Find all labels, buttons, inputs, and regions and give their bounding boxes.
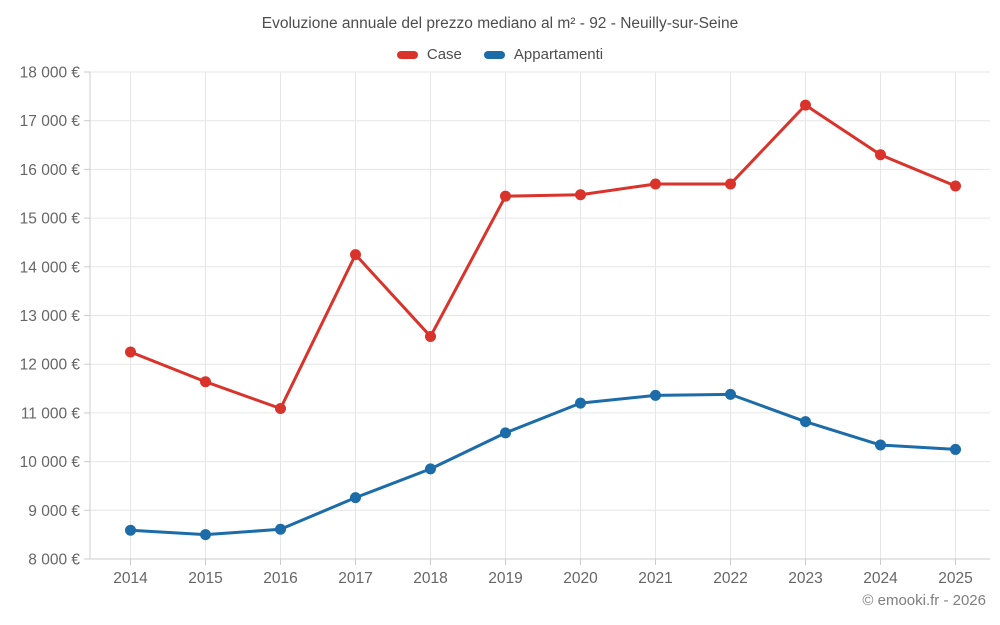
- legend-label-case: Case: [426, 46, 462, 63]
- data-point-appartamenti-2015[interactable]: [200, 529, 211, 541]
- data-point-appartamenti-2025[interactable]: [950, 443, 961, 455]
- data-point-case-2018[interactable]: [425, 330, 436, 342]
- x-tick-label: 2022: [713, 570, 747, 587]
- x-tick-label: 2015: [188, 570, 222, 587]
- x-tick-label: 2014: [113, 570, 148, 587]
- data-point-appartamenti-2021[interactable]: [650, 389, 661, 401]
- data-point-appartamenti-2017[interactable]: [350, 492, 361, 504]
- y-tick-label: 10 000 €: [20, 454, 81, 471]
- data-point-case-2016[interactable]: [275, 403, 286, 415]
- data-point-appartamenti-2019[interactable]: [500, 427, 511, 439]
- x-tick-label: 2023: [788, 570, 822, 587]
- data-point-appartamenti-2022[interactable]: [725, 388, 736, 400]
- y-tick-label: 11 000 €: [21, 405, 81, 422]
- chart-legend: Case Appartamenti: [0, 46, 1000, 63]
- tick-marks: [84, 71, 956, 565]
- data-point-case-2019[interactable]: [500, 190, 511, 202]
- legend-label-appartamenti: Appartamenti: [513, 46, 604, 63]
- series-appartamenti: [125, 388, 961, 541]
- data-point-case-2015[interactable]: [200, 376, 211, 388]
- y-tick-label: 9 000 €: [28, 503, 80, 520]
- y-axis-labels: 8 000 € 9 000 € 10 000 € 11 000 € 12 000 € 13…: [20, 65, 81, 569]
- grid-lines: [90, 71, 990, 560]
- data-point-case-2020[interactable]: [575, 189, 586, 201]
- series-line-appartamenti: [129, 392, 957, 537]
- data-point-case-2023[interactable]: [800, 99, 811, 111]
- data-point-appartamenti-2024[interactable]: [875, 439, 886, 451]
- y-tick-label: 13 000 €: [20, 308, 81, 325]
- x-tick-label: 2024: [863, 570, 898, 587]
- x-tick-label: 2017: [338, 570, 372, 587]
- x-tick-label: 2025: [938, 570, 972, 587]
- data-point-case-2022[interactable]: [725, 178, 736, 190]
- y-tick-label: 12 000 €: [20, 357, 81, 374]
- x-tick-label: 2020: [563, 570, 598, 587]
- x-tick-label: 2021: [638, 570, 672, 587]
- x-tick-label: 2019: [488, 570, 522, 587]
- data-point-appartamenti-2020[interactable]: [575, 397, 586, 409]
- y-tick-label: 18 000 €: [20, 65, 81, 82]
- legend-item-appartamenti[interactable]: Appartamenti: [483, 46, 604, 63]
- x-axis-labels: 2014 2015 2016 2017 2018 2019 2020 2021 2022 2023…: [113, 570, 972, 587]
- x-tick-label: 2016: [263, 570, 297, 587]
- legend-swatch-appartamenti: [483, 50, 505, 59]
- legend-item-case[interactable]: Case: [396, 46, 462, 63]
- data-point-appartamenti-2014[interactable]: [125, 524, 136, 536]
- data-point-appartamenti-2018[interactable]: [425, 463, 436, 475]
- data-point-case-2017[interactable]: [350, 249, 361, 261]
- chart-title: Evoluzione annuale del prezzo mediano al…: [261, 15, 739, 32]
- x-tick-label: 2018: [413, 570, 447, 587]
- y-tick-label: 15 000 €: [20, 211, 81, 228]
- data-point-case-2014[interactable]: [125, 346, 136, 358]
- data-point-appartamenti-2023[interactable]: [800, 416, 811, 428]
- data-point-appartamenti-2016[interactable]: [275, 523, 286, 535]
- y-tick-label: 16 000 €: [20, 162, 81, 179]
- data-point-case-2025[interactable]: [950, 180, 961, 192]
- data-point-case-2024[interactable]: [875, 149, 886, 161]
- y-tick-label: 17 000 €: [20, 113, 81, 130]
- copyright-text: © emooki.fr - 2026: [862, 592, 986, 609]
- y-tick-label: 14 000 €: [20, 259, 81, 276]
- series-line-case: [129, 103, 957, 411]
- y-tick-label: 8 000 €: [28, 552, 80, 569]
- data-point-case-2021[interactable]: [650, 178, 661, 190]
- series-case: [125, 99, 961, 415]
- legend-swatch-case: [396, 50, 418, 59]
